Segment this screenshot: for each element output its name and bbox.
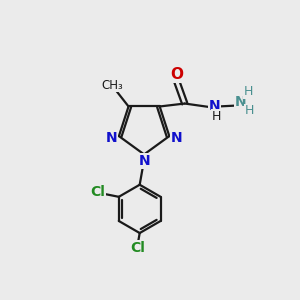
Text: N: N <box>171 131 182 146</box>
Text: N: N <box>138 154 150 168</box>
Text: CH₃: CH₃ <box>101 79 123 92</box>
Text: N: N <box>208 99 220 112</box>
Text: N: N <box>106 131 117 146</box>
Text: Cl: Cl <box>90 185 105 200</box>
Text: H: H <box>243 85 253 98</box>
Text: H: H <box>245 104 254 117</box>
Text: Cl: Cl <box>130 241 145 255</box>
Text: H: H <box>212 110 221 123</box>
Text: O: O <box>170 67 183 82</box>
Text: N: N <box>235 95 247 109</box>
